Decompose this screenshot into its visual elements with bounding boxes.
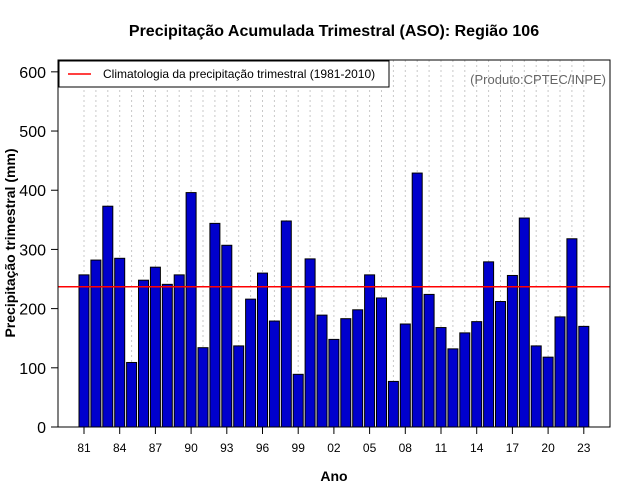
bar-1994	[233, 345, 245, 428]
bar-2013	[459, 332, 471, 428]
bar-2005	[364, 274, 376, 428]
bar-2006	[376, 297, 387, 428]
x-axis-label: Ano	[320, 468, 347, 484]
bar-1996	[257, 272, 268, 428]
x-tick-label: 81	[77, 441, 91, 455]
bar-1984	[114, 257, 126, 428]
x-tick-label: 02	[327, 441, 341, 455]
x-tick-label: 20	[541, 441, 555, 455]
bar-2012	[447, 348, 459, 428]
bar-2023	[578, 325, 590, 428]
x-tick-label: 93	[220, 441, 234, 455]
bar-2020	[542, 356, 554, 428]
x-tick-label: 05	[363, 441, 377, 455]
bar-1981	[78, 274, 90, 428]
legend: Climatologia da precipitação trimestral …	[58, 60, 390, 88]
x-tick-label: 84	[113, 441, 127, 455]
bar-1998	[280, 220, 292, 428]
bar-2001	[316, 314, 328, 428]
x-tick-label: 90	[184, 441, 198, 455]
bar-1992	[209, 222, 221, 428]
bar-2000	[304, 258, 316, 428]
bar-1995	[245, 298, 257, 428]
x-axis: 81 84 87 90 93 96 99 02 05 08 11 14 17 20 23	[77, 427, 591, 455]
bar-2007	[387, 380, 399, 428]
legend-box	[58, 60, 390, 88]
bar-1993	[221, 244, 233, 428]
bar-2011	[435, 327, 447, 428]
bar-1989	[173, 274, 185, 428]
bar-1983	[102, 205, 114, 428]
bar-1999	[292, 373, 304, 428]
x-tick-label: 99	[292, 441, 306, 455]
y-tick-label: 100	[19, 361, 46, 378]
x-tick-label: 11	[435, 441, 448, 455]
bar-2019	[530, 345, 542, 428]
bar-1982	[90, 259, 102, 428]
bar-2014	[471, 321, 483, 428]
bar-1991	[197, 347, 209, 428]
x-tick-label: 96	[256, 441, 270, 455]
x-tick-label: 87	[149, 441, 163, 455]
x-tick-label: 08	[399, 441, 413, 455]
y-axis-label: Precipitação trimestral (mm)	[2, 148, 18, 337]
bar-1988	[161, 283, 173, 428]
bar-2018	[518, 217, 530, 428]
y-tick-label: 300	[19, 242, 46, 259]
bar-1986	[138, 279, 149, 428]
bar-2008	[399, 323, 411, 428]
y-tick-label: 0	[37, 420, 46, 437]
x-tick-label: 17	[506, 441, 520, 455]
legend-label: Climatologia da precipitação trimestral …	[103, 67, 375, 81]
y-tick-label: 500	[19, 124, 46, 141]
bar-2002	[328, 338, 340, 428]
bar-1997	[268, 320, 280, 428]
bar-1990	[185, 192, 197, 428]
bar-2021	[554, 316, 566, 428]
bar-1987	[149, 266, 161, 428]
y-tick-label: 200	[19, 302, 46, 319]
bar-2022	[566, 238, 578, 428]
bar-1985	[126, 361, 138, 428]
credit-annotation: (Produto:CPTEC/INPE)	[470, 72, 606, 87]
bars	[78, 172, 590, 428]
bar-2017	[506, 274, 518, 428]
chart-title: Precipitação Acumulada Trimestral (ASO):…	[129, 23, 539, 40]
bar-2003	[340, 318, 352, 428]
bar-2009	[411, 172, 423, 428]
x-tick-label: 14	[470, 441, 484, 455]
bar-2004	[352, 309, 364, 428]
y-axis: 0 100 200 300 400 500 600	[19, 65, 58, 437]
bar-2010	[423, 293, 435, 428]
y-tick-label: 400	[19, 183, 46, 200]
y-tick-label: 600	[19, 65, 46, 82]
bar-2016	[495, 301, 506, 428]
x-tick-label: 23	[577, 441, 591, 455]
